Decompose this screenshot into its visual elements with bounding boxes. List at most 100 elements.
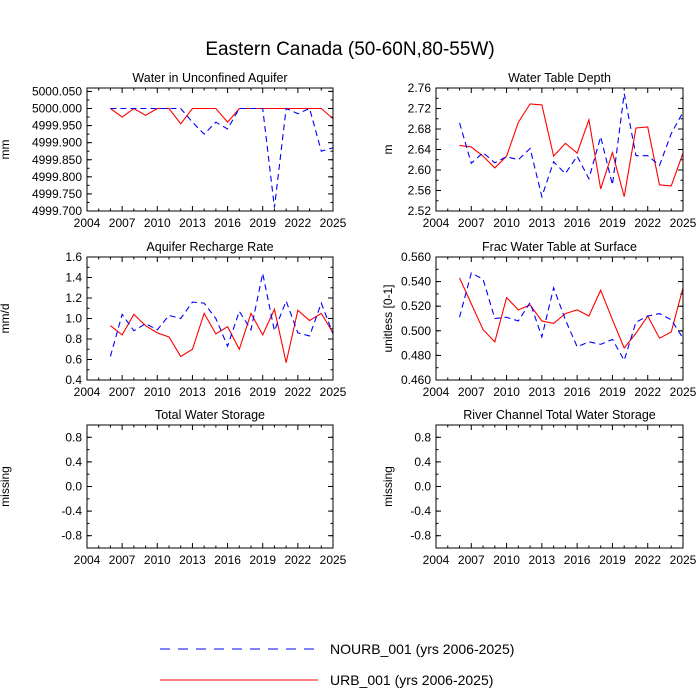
x-tick-label: 2010 <box>493 385 520 399</box>
x-tick-label: 2004 <box>74 385 101 399</box>
y-tick-label: 2.56 <box>408 184 432 198</box>
y-tick-label: 0.480 <box>401 348 431 362</box>
x-tick-label: 2016 <box>564 216 591 230</box>
x-tick-label: 2004 <box>74 216 101 230</box>
y-tick-label: 0.4 <box>414 455 431 469</box>
x-tick-label: 2019 <box>599 216 626 230</box>
y-tick-label: 1.4 <box>65 271 82 285</box>
panel-river-channel-total-water-storage: River Channel Total Water Storage 2004 200… <box>381 408 697 567</box>
x-tick-label: 2025 <box>320 553 347 567</box>
legend-label-nourb: NOURB_001 (yrs 2006-2025) <box>330 641 514 657</box>
y-tick-label: 2.64 <box>408 143 432 157</box>
x-tick-label: 2010 <box>144 385 171 399</box>
x-tick-label: 2025 <box>320 385 347 399</box>
y-tick-label: 4999.750 <box>32 187 82 201</box>
x-tick-label: 2025 <box>670 385 697 399</box>
plot-frame <box>86 87 334 212</box>
x-tick-label: 2022 <box>285 553 312 567</box>
x-tick-label: 2010 <box>493 216 520 230</box>
y-tick-label: 0.500 <box>401 324 431 338</box>
x-tick-label: 2004 <box>423 216 450 230</box>
panel-title: River Channel Total Water Storage <box>463 408 656 422</box>
panel-title: Total Water Storage <box>155 408 265 422</box>
y-tick-label: 4999.700 <box>32 204 82 218</box>
y-tick-label: -0.8 <box>410 529 431 543</box>
y-tick-label: 0.560 <box>401 250 431 264</box>
chart-panels: Water in Unconfined Aquifer 2004 2007 2010 2… <box>0 71 697 567</box>
y-tick-label: 1.0 <box>65 312 82 326</box>
x-tick-label: 2010 <box>144 216 171 230</box>
legend: NOURB_001 (yrs 2006-2025) URB_001 (yrs 2… <box>160 641 514 688</box>
y-tick-label: 0.6 <box>65 353 82 367</box>
y-tick-label: 0.460 <box>401 373 431 387</box>
y-axis-label: mm/d <box>0 304 12 334</box>
x-tick-label: 2007 <box>109 385 136 399</box>
y-tick-label: 0.4 <box>65 373 82 387</box>
y-tick-label: 2.72 <box>408 102 432 116</box>
x-tick-label: 2016 <box>564 385 591 399</box>
x-tick-label: 2022 <box>634 385 661 399</box>
y-tick-label: 4999.850 <box>32 153 82 167</box>
x-tick-label: 2025 <box>670 216 697 230</box>
x-tick-label: 2022 <box>634 553 661 567</box>
x-tick-label: 2016 <box>214 385 241 399</box>
x-tick-label: 2007 <box>109 216 136 230</box>
x-tick-label: 2022 <box>285 385 312 399</box>
series-line-nourb-001 <box>458 93 684 199</box>
x-tick-label: 2013 <box>529 216 556 230</box>
x-tick-label: 2007 <box>458 216 485 230</box>
y-tick-label: 0.4 <box>65 455 82 469</box>
x-tick-label: 2007 <box>109 553 136 567</box>
y-tick-label: 0.8 <box>414 430 431 444</box>
y-axis-label: missing <box>0 466 12 507</box>
y-tick-label: -0.8 <box>61 529 82 543</box>
x-tick-label: 2013 <box>179 553 206 567</box>
y-tick-label: 2.60 <box>408 163 432 177</box>
y-tick-label: 2.52 <box>408 204 432 218</box>
x-tick-label: 2019 <box>249 385 276 399</box>
series-line-urb-001 <box>459 103 684 197</box>
panel-title: Water Table Depth <box>508 71 611 85</box>
y-tick-label: -0.4 <box>410 504 431 518</box>
y-tick-label: 4999.950 <box>32 119 82 133</box>
y-tick-label: 5000.050 <box>32 84 82 98</box>
x-tick-label: 2004 <box>74 553 101 567</box>
y-tick-label: 2.68 <box>408 122 432 136</box>
y-axis-label: m <box>381 145 395 155</box>
x-tick-label: 2013 <box>529 385 556 399</box>
y-tick-label: 4999.900 <box>32 136 82 150</box>
x-tick-label: 2022 <box>634 216 661 230</box>
series-line-urb-001 <box>110 307 334 363</box>
y-tick-label: 0.0 <box>65 480 82 494</box>
panel-total-water-storage: Total Water Storage 2004 2007 2010 2013 2016 2… <box>0 408 347 567</box>
series-line-urb-001 <box>110 107 334 125</box>
x-tick-label: 2010 <box>144 553 171 567</box>
series-line-nourb-001 <box>458 272 684 362</box>
x-tick-label: 2022 <box>285 216 312 230</box>
x-tick-label: 2025 <box>670 553 697 567</box>
y-tick-label: 0.8 <box>65 430 82 444</box>
x-tick-label: 2007 <box>458 553 485 567</box>
panel-water-table-depth: Water Table Depth 2004 2007 2010 2013 2016 201… <box>381 71 697 230</box>
x-tick-label: 2013 <box>179 216 206 230</box>
figure-title: Eastern Canada (50-60N,80-55W) <box>205 39 494 60</box>
y-axis-label: missing <box>381 466 395 507</box>
series-line-nourb-001 <box>110 107 334 208</box>
y-tick-label: 1.6 <box>65 250 82 264</box>
x-tick-label: 2004 <box>423 553 450 567</box>
x-tick-label: 2019 <box>599 385 626 399</box>
y-tick-label: 0.8 <box>65 332 82 346</box>
y-tick-label: -0.4 <box>61 504 82 518</box>
x-tick-label: 2013 <box>179 385 206 399</box>
x-tick-label: 2016 <box>214 553 241 567</box>
y-tick-label: 0.540 <box>401 275 431 289</box>
panel-title: Frac Water Table at Surface <box>482 240 637 254</box>
y-tick-label: 5000.000 <box>32 102 82 116</box>
y-tick-label: 4999.800 <box>32 170 82 184</box>
x-tick-label: 2019 <box>599 553 626 567</box>
x-tick-label: 2004 <box>423 385 450 399</box>
y-tick-label: 0.0 <box>414 480 431 494</box>
y-axis-label: mm <box>0 140 12 160</box>
panel-title: Aquifer Recharge Rate <box>146 240 273 254</box>
